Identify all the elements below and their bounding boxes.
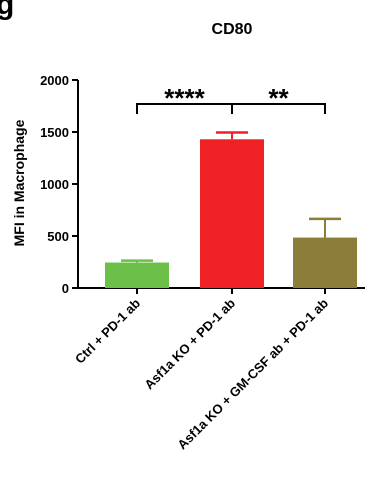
y-tick-label: 2000	[40, 73, 69, 88]
y-axis: 0 500 1000 1500 2000	[40, 73, 79, 296]
y-tick-label: 1500	[40, 125, 69, 140]
bar	[105, 262, 169, 288]
bar	[293, 237, 357, 288]
y-axis-label: MFI in Macrophage	[11, 119, 27, 246]
category-label: Asf1a KO + GM-CSF ab + PD-1 ab	[174, 295, 331, 452]
significance-label: ****	[164, 83, 205, 113]
chart-title: CD80	[212, 21, 253, 38]
bar	[200, 139, 264, 288]
x-axis	[78, 287, 365, 294]
significance-group: **** **	[136, 83, 326, 114]
significance-label: **	[268, 83, 289, 113]
y-tick-label: 1000	[40, 177, 69, 192]
panel-letter: g	[0, 0, 14, 21]
y-tick-label: 500	[47, 229, 69, 244]
category-label: Ctrl + PD-1 ab	[72, 295, 143, 366]
y-tick-label: 0	[62, 281, 69, 296]
bars-group	[105, 139, 357, 288]
significance-bracket	[231, 103, 326, 114]
error-bars-group	[121, 131, 341, 263]
category-label: Asf1a KO + PD-1 ab	[141, 295, 238, 392]
